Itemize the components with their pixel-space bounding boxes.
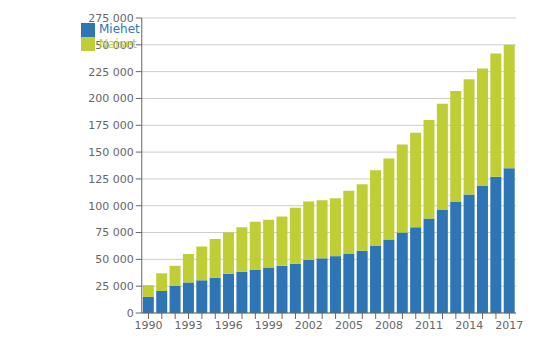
svg-text:200 000: 200 000 <box>88 92 134 105</box>
svg-text:1996: 1996 <box>215 319 243 332</box>
svg-text:1999: 1999 <box>255 319 283 332</box>
svg-text:150 000: 150 000 <box>88 146 134 159</box>
svg-text:2008: 2008 <box>375 319 403 332</box>
svg-text:2002: 2002 <box>295 319 323 332</box>
svg-text:2011: 2011 <box>415 319 443 332</box>
svg-text:1993: 1993 <box>175 319 203 332</box>
svg-text:100 000: 100 000 <box>88 200 134 213</box>
svg-text:50 000: 50 000 <box>95 253 134 266</box>
svg-text:250 000: 250 000 <box>88 39 134 52</box>
svg-text:0: 0 <box>127 307 134 320</box>
svg-text:225 000: 225 000 <box>88 66 134 79</box>
svg-text:75 000: 75 000 <box>95 226 134 239</box>
svg-text:275 000: 275 000 <box>88 12 134 25</box>
svg-text:1990: 1990 <box>134 319 162 332</box>
svg-text:2014: 2014 <box>455 319 483 332</box>
svg-text:2005: 2005 <box>335 319 363 332</box>
svg-text:175 000: 175 000 <box>88 119 134 132</box>
svg-text:2017: 2017 <box>495 319 523 332</box>
svg-text:25 000: 25 000 <box>95 280 134 293</box>
svg-text:125 000: 125 000 <box>88 173 134 186</box>
